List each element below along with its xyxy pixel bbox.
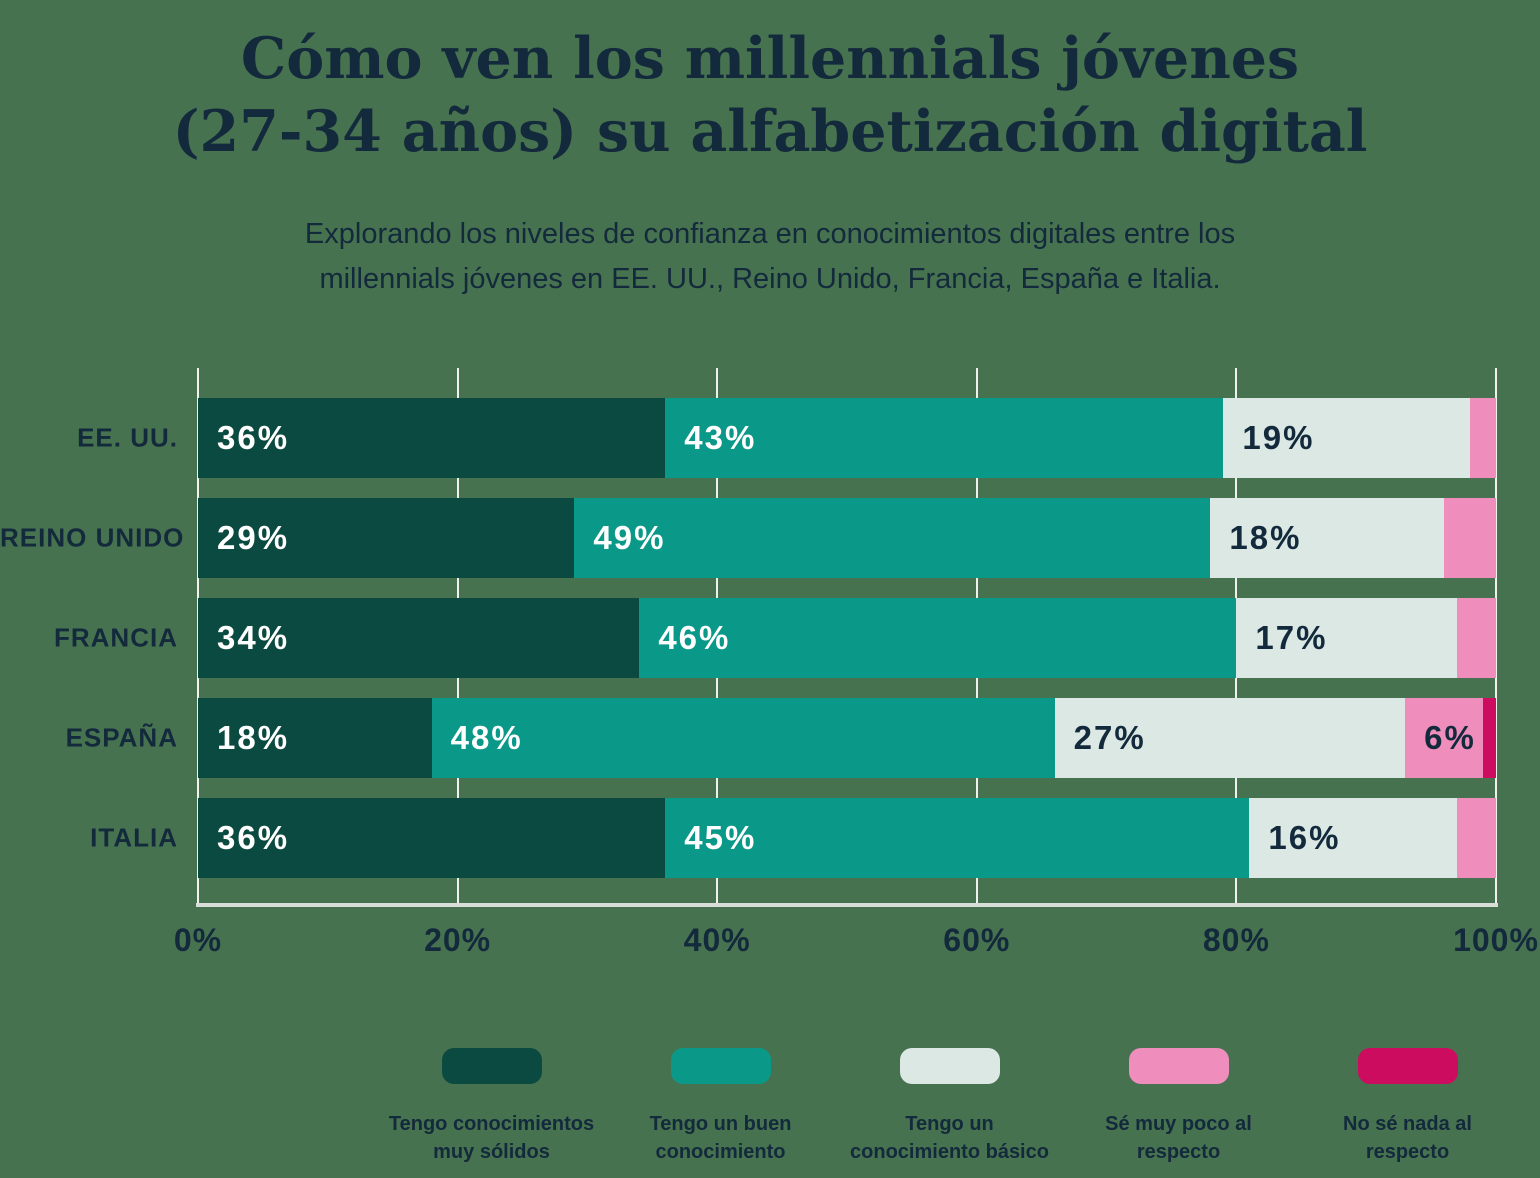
legend-label-line: Tengo conocimientos <box>388 1113 595 1135</box>
x-tick-label: 60% <box>943 922 1011 958</box>
bar-segment: 16% <box>1249 798 1458 878</box>
bar-value-label: 17% <box>1255 619 1328 656</box>
category-label: REINO UNIDO <box>0 522 185 553</box>
bar-value-label: 34% <box>217 619 290 656</box>
category-label: EE. UU. <box>77 422 178 453</box>
chart-subtitle-line2: millennials jóvenes en EE. UU., Reino Un… <box>319 263 1221 295</box>
bar-row: 36% 43% 19% <box>198 398 1496 478</box>
legend-swatch-magenta <box>1357 1048 1458 1084</box>
legend-swatch-light-gray <box>899 1048 1000 1084</box>
bar-segment: 45% <box>665 798 1250 878</box>
category-label: FRANCIA <box>54 622 178 653</box>
legend-label-line: Sé muy poco al <box>1105 1113 1252 1135</box>
bar-segment: 48% <box>431 698 1055 778</box>
bar-row: 18% 48% 27% 6% <box>198 698 1496 778</box>
bar-segment: 19% <box>1223 398 1470 478</box>
bar-segment: 18% <box>1210 498 1445 578</box>
bar-row: 29% 49% 18% <box>198 498 1496 578</box>
legend-swatch-dark-teal <box>441 1048 542 1084</box>
bar-segment: 34% <box>198 598 640 678</box>
legend-item-no-se-nada: No sé nada al respecto <box>1293 1048 1522 1166</box>
plot-area: 36% 43% 19% 29% 49% 18% 34% 46% 17% 18% 48% 27% 6% 36… <box>196 368 1498 907</box>
chart-subtitle-line1: Explorando los niveles de confianza en c… <box>304 218 1236 250</box>
bar-segment <box>1470 398 1496 478</box>
bar-value-label: 18% <box>1229 519 1302 556</box>
x-tick-label: 40% <box>683 922 751 958</box>
bar-segment <box>1457 798 1496 878</box>
bar-value-label: 29% <box>217 519 290 556</box>
legend-label-line: respecto <box>1365 1141 1450 1163</box>
legend-swatch-pink <box>1128 1048 1229 1084</box>
legend-label-line: respecto <box>1136 1141 1221 1163</box>
legend-label: Tengo un conocimiento básico <box>850 1110 1049 1166</box>
category-label: ITALIA <box>90 822 178 853</box>
bar-segment: 17% <box>1236 598 1458 678</box>
legend-item-conocimiento-basico: Tengo un conocimiento básico <box>835 1048 1064 1166</box>
chart-title-line2: (27-34 años) su alfabetización digital <box>172 98 1368 165</box>
bar-segment: 36% <box>198 798 666 878</box>
bar-value-label: 18% <box>217 719 290 756</box>
gridline <box>1495 368 1497 907</box>
bar-segment: 18% <box>198 698 432 778</box>
legend-label: Tengo conocimientos muy sólidos <box>389 1110 594 1166</box>
bar-value-label: 49% <box>593 519 666 556</box>
category-label: ESPAÑA <box>65 722 178 753</box>
legend-label: No sé nada al respecto <box>1343 1110 1472 1166</box>
bar-segment: 36% <box>198 398 666 478</box>
legend-label-line: conocimiento <box>655 1141 786 1163</box>
bar-segment: 46% <box>639 598 1237 678</box>
bar-row: 34% 46% 17% <box>198 598 1496 678</box>
bar-segment <box>1457 598 1496 678</box>
bar-value-label: 27% <box>1073 719 1146 756</box>
bar-segment: 27% <box>1054 698 1406 778</box>
legend-item-buen-conocimiento: Tengo un buen conocimiento <box>606 1048 835 1166</box>
legend: Tengo conocimientos muy sólidos Tengo un… <box>377 1048 1522 1166</box>
legend-label: Tengo un buen conocimiento <box>650 1110 792 1166</box>
bar-value-label: 45% <box>684 819 757 856</box>
legend-label-line: muy sólidos <box>433 1141 550 1163</box>
x-axis-tick-labels: 0% 20% 40% 60% 80% 100% <box>174 922 1538 964</box>
bar-value-label: 46% <box>658 619 731 656</box>
chart-subtitle: Explorando los niveles de confianza en c… <box>0 212 1540 302</box>
bar-segment: 49% <box>574 498 1211 578</box>
bar-value-label: 6% <box>1424 719 1476 756</box>
bar-segment: 6% <box>1405 698 1483 778</box>
legend-label-line: Tengo un buen <box>649 1113 792 1135</box>
bar-value-label: 36% <box>217 419 290 456</box>
bar-segment <box>1482 698 1496 778</box>
bar-segment <box>1444 498 1496 578</box>
bar-value-label: 48% <box>450 719 523 756</box>
legend-label-line: conocimiento básico <box>850 1141 1049 1163</box>
bar-segment: 29% <box>198 498 575 578</box>
bar-segment: 43% <box>665 398 1224 478</box>
chart-title-line1: Cómo ven los millennials jóvenes <box>240 25 1300 92</box>
legend-item-se-muy-poco: Sé muy poco al respecto <box>1064 1048 1293 1166</box>
chart-title: Cómo ven los millennials jóvenes (27-34 … <box>0 22 1540 168</box>
legend-item-muy-solidos: Tengo conocimientos muy sólidos <box>377 1048 606 1166</box>
x-tick-label: 0% <box>173 922 223 958</box>
bar-value-label: 16% <box>1268 819 1341 856</box>
bar-value-label: 19% <box>1242 419 1315 456</box>
bar-value-label: 36% <box>217 819 290 856</box>
x-tick-label: 80% <box>1202 922 1270 958</box>
bar-value-label: 43% <box>684 419 757 456</box>
x-tick-label: 100% <box>1453 922 1539 958</box>
x-axis-line <box>196 903 1498 907</box>
legend-swatch-teal <box>670 1048 771 1084</box>
legend-label-line: Tengo un <box>905 1113 994 1135</box>
legend-label: Sé muy poco al respecto <box>1105 1110 1252 1166</box>
legend-label-line: No sé nada al <box>1343 1113 1472 1135</box>
x-tick-label: 20% <box>424 922 492 958</box>
bar-row: 36% 45% 16% <box>198 798 1496 878</box>
